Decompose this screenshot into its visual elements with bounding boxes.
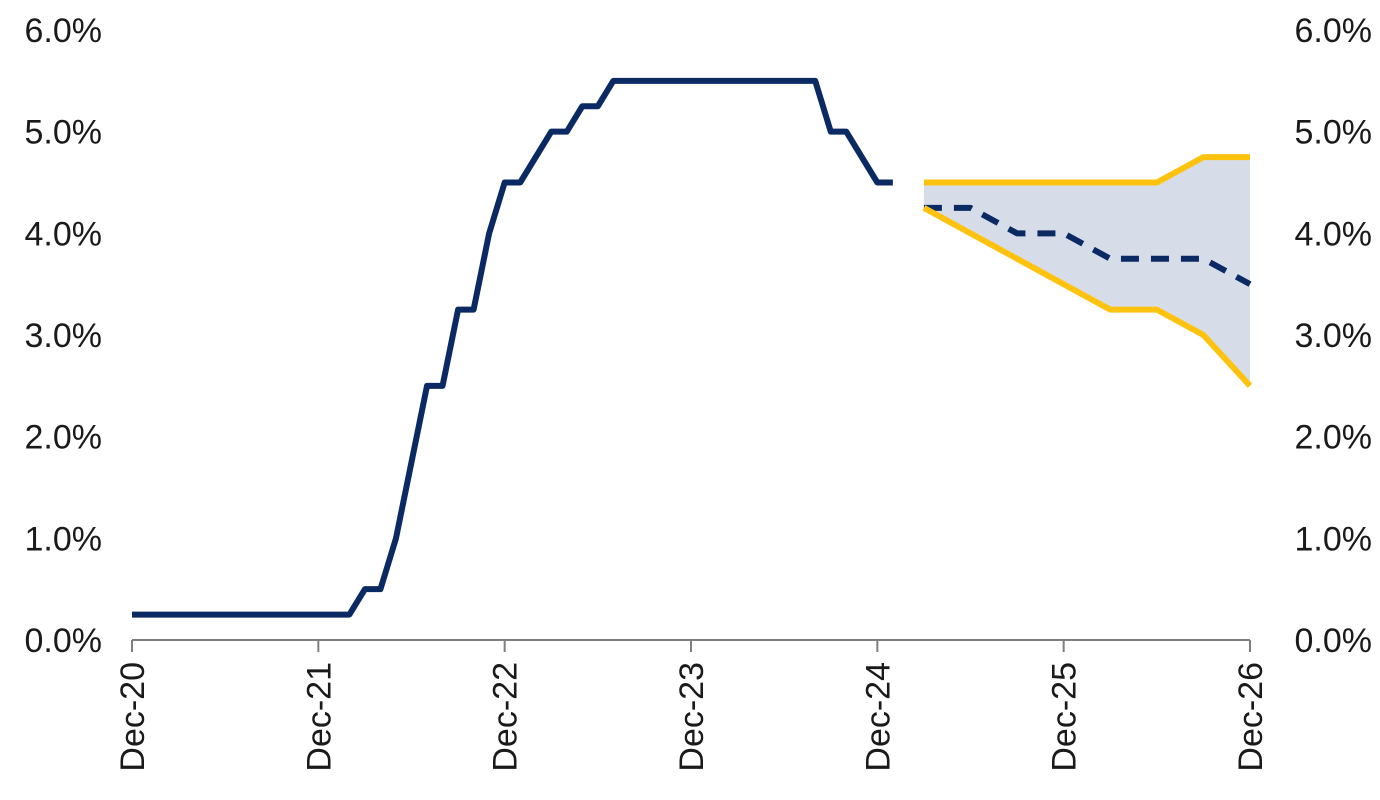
y-tick-label-right: 0.0% bbox=[1295, 622, 1373, 660]
x-tick-label: Dec-25 bbox=[1046, 662, 1084, 772]
y-tick-label-right: 4.0% bbox=[1295, 215, 1373, 253]
y-tick-label-right: 6.0% bbox=[1295, 12, 1373, 50]
x-axis-tick-labels: Dec-20 Dec-21 Dec-22 Dec-23 Dec-24 Dec-25 Dec-… bbox=[114, 662, 1270, 772]
y-tick-label-left: 3.0% bbox=[25, 317, 103, 355]
y-tick-label-left: 6.0% bbox=[25, 12, 103, 50]
series-layer bbox=[132, 77, 1253, 618]
x-tick-label: Dec-22 bbox=[487, 662, 525, 772]
axis-layer bbox=[131, 639, 1251, 652]
forecast-range-band bbox=[923, 157, 1250, 386]
y-tick-label-right: 5.0% bbox=[1295, 114, 1373, 152]
x-tick-label: Dec-26 bbox=[1232, 662, 1270, 772]
x-tick-label: Dec-23 bbox=[673, 662, 711, 772]
y-tick-label-left: 2.0% bbox=[25, 419, 103, 457]
y-tick-label-left: 0.0% bbox=[25, 622, 103, 660]
y-tick-label-right: 3.0% bbox=[1295, 317, 1373, 355]
y-tick-label-right: 1.0% bbox=[1295, 520, 1373, 558]
x-tick-label: Dec-24 bbox=[859, 662, 897, 772]
left-y-axis-tick-labels: 0.0% 1.0% 2.0% 3.0% 4.0% 5.0% 6.0% bbox=[25, 12, 103, 660]
y-tick-label-right: 2.0% bbox=[1295, 419, 1373, 457]
forecast-range-band-layer bbox=[923, 157, 1250, 386]
series-line-1 bbox=[132, 77, 893, 618]
y-tick-label-left: 1.0% bbox=[25, 520, 103, 558]
y-tick-label-left: 4.0% bbox=[25, 215, 103, 253]
series-line-4 bbox=[922, 205, 1253, 388]
series-line-2 bbox=[923, 204, 1252, 287]
series-line-3 bbox=[923, 154, 1250, 186]
x-tick-label: Dec-20 bbox=[114, 662, 152, 772]
right-y-axis-tick-labels: 0.0% 1.0% 2.0% 3.0% 4.0% 5.0% 6.0% bbox=[1295, 12, 1373, 660]
y-tick-label-left: 5.0% bbox=[25, 114, 103, 152]
x-tick-label: Dec-21 bbox=[300, 662, 338, 772]
